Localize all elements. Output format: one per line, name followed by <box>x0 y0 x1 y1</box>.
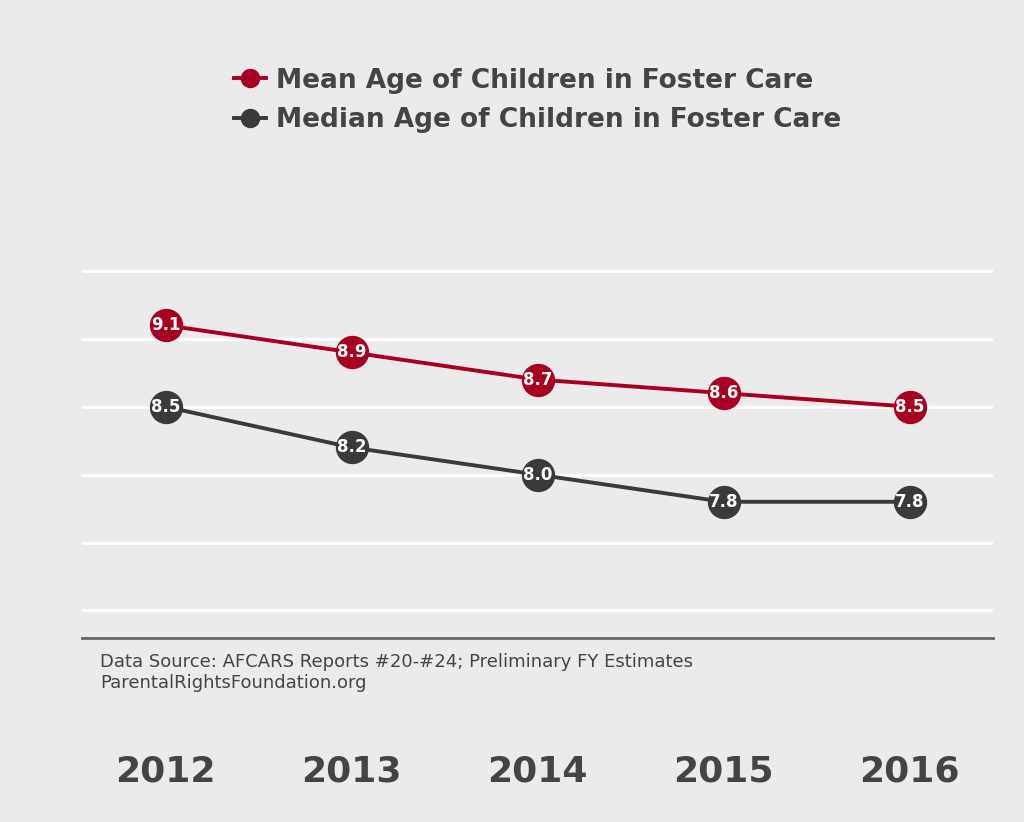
Text: 2015: 2015 <box>674 755 774 789</box>
Text: 8.5: 8.5 <box>895 398 925 416</box>
Text: 8.9: 8.9 <box>337 344 367 362</box>
Text: 2014: 2014 <box>487 755 588 789</box>
Text: 8.0: 8.0 <box>523 465 552 483</box>
Text: 2012: 2012 <box>116 755 216 789</box>
Text: 8.2: 8.2 <box>337 438 367 456</box>
Text: 8.5: 8.5 <box>151 398 180 416</box>
Text: 2016: 2016 <box>859 755 959 789</box>
Text: 9.1: 9.1 <box>151 316 180 335</box>
Text: Data Source: AFCARS Reports #20-#24; Preliminary FY Estimates
ParentalRightsFoun: Data Source: AFCARS Reports #20-#24; Pre… <box>100 653 693 691</box>
Text: 8.6: 8.6 <box>709 384 738 402</box>
Legend: Mean Age of Children in Foster Care, Median Age of Children in Foster Care: Mean Age of Children in Foster Care, Med… <box>226 60 849 141</box>
Text: 8.7: 8.7 <box>523 371 552 389</box>
Text: 7.8: 7.8 <box>895 493 925 510</box>
Text: 7.8: 7.8 <box>709 493 738 510</box>
Text: 2013: 2013 <box>301 755 401 789</box>
